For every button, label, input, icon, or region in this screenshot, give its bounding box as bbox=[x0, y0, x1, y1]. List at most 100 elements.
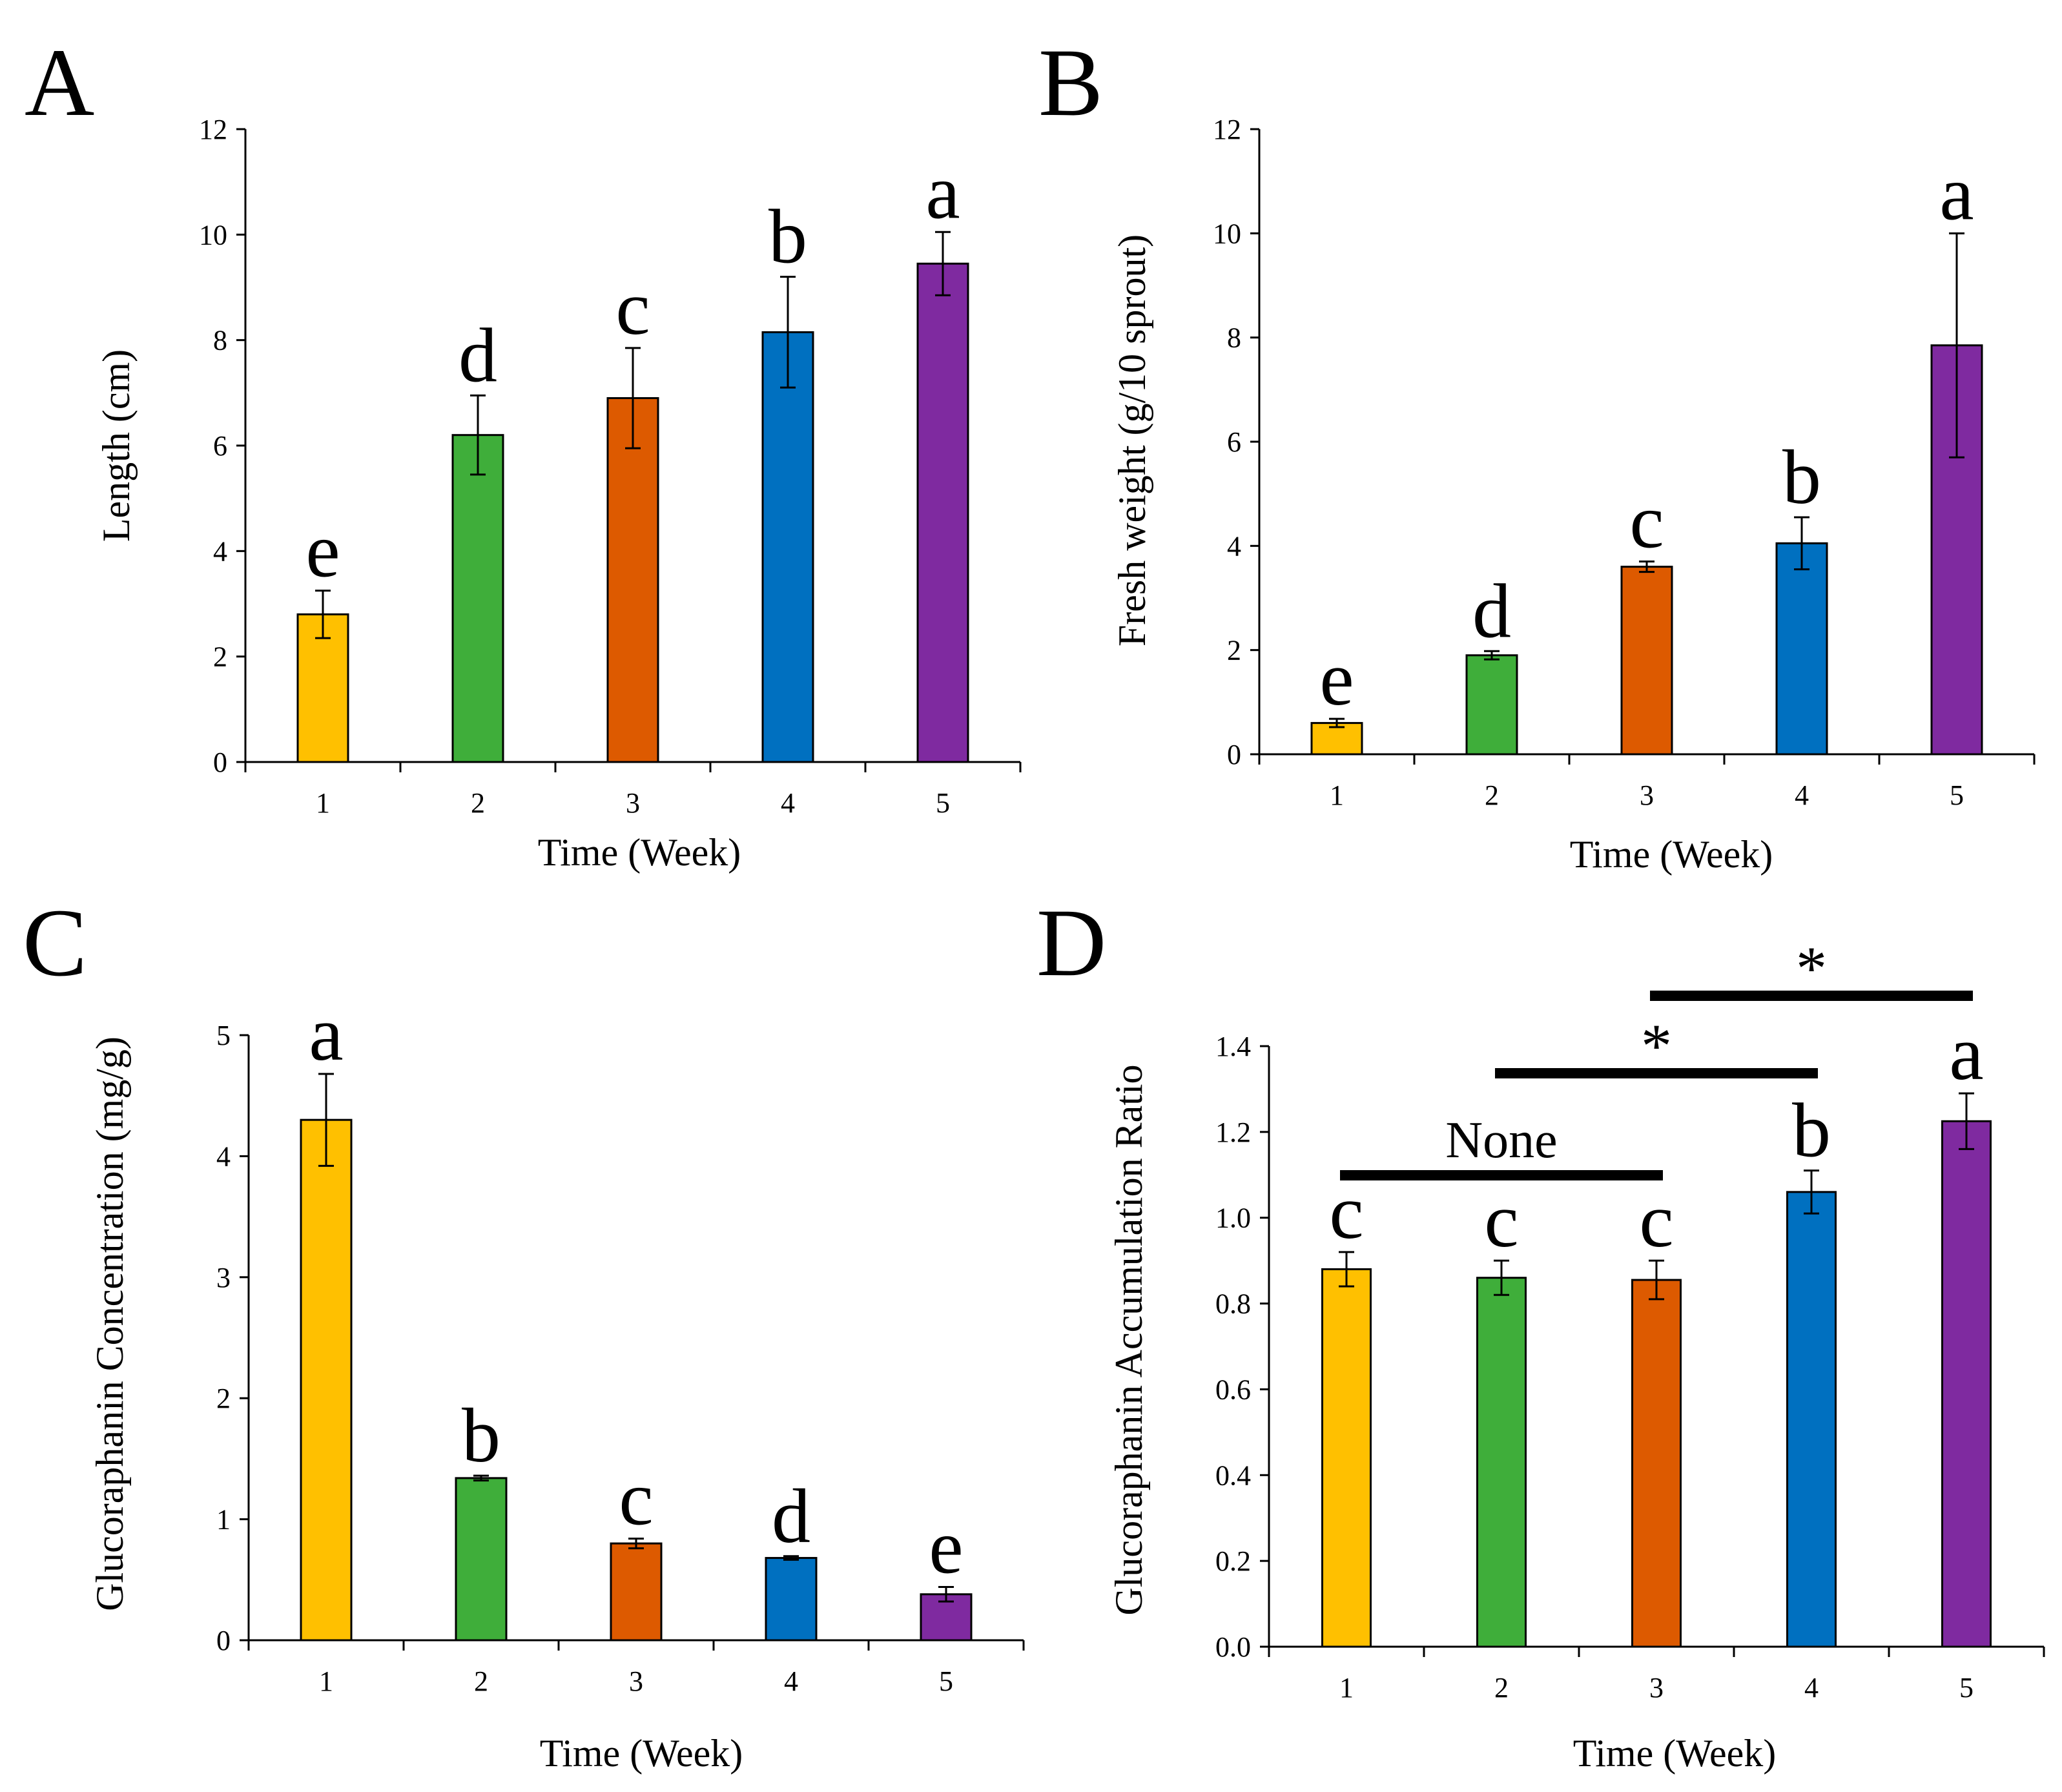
y-tick-label: 12 bbox=[1213, 114, 1241, 145]
y-tick-label: 4 bbox=[1227, 530, 1241, 562]
y-tick-label: 1.0 bbox=[1215, 1202, 1251, 1234]
significance-letter: a bbox=[925, 149, 960, 234]
plot-area: 0 2 4 6 8 10 12 e 1 d 2 c 3 b 4 a 5 bbox=[199, 114, 1022, 819]
x-tick-label: 4 bbox=[1804, 1672, 1819, 1704]
y-tick-label: 1.2 bbox=[1215, 1117, 1251, 1148]
x-axis-title: Time (Week) bbox=[538, 831, 741, 874]
y-axis-title: Glucoraphanin Concentration (mg/g) bbox=[88, 1036, 131, 1611]
x-tick-label: 1 bbox=[1330, 779, 1344, 811]
y-tick-label: 1.4 bbox=[1215, 1031, 1251, 1062]
panel-a: A Length (cm) Time (Week) 0 2 4 6 8 10 12 e 1 d 2 c… bbox=[25, 29, 1022, 874]
bar-week-1 bbox=[1310, 722, 1363, 756]
bar-week-2 bbox=[455, 1477, 508, 1642]
significance-letter: c bbox=[615, 265, 650, 351]
significance-letter: e bbox=[305, 508, 340, 593]
bar-week-1 bbox=[300, 1118, 353, 1642]
bar-week-3 bbox=[610, 1542, 663, 1642]
y-tick-label: 12 bbox=[199, 114, 227, 145]
bar-week-2 bbox=[1476, 1277, 1527, 1648]
comparison-label: None bbox=[1445, 1112, 1557, 1169]
y-axis-title: Glucoraphanin Accumulation Ratio bbox=[1108, 1064, 1150, 1615]
y-axis-title: Length (cm) bbox=[95, 349, 138, 542]
significance-letter: e bbox=[1319, 635, 1354, 721]
bar-week-4 bbox=[1786, 1191, 1837, 1648]
x-tick-label: 1 bbox=[1339, 1672, 1354, 1704]
panel-letter-b: B bbox=[1038, 29, 1103, 136]
x-tick-label: 2 bbox=[474, 1665, 488, 1697]
bar-week-4 bbox=[1775, 542, 1828, 756]
bar-week-5 bbox=[916, 262, 969, 763]
x-tick-label: 1 bbox=[316, 787, 330, 819]
significance-letter: c bbox=[1484, 1177, 1518, 1263]
significance-letter: a bbox=[1949, 1010, 1983, 1096]
significance-letter: c bbox=[1639, 1177, 1673, 1263]
y-tick-label: 0.0 bbox=[1215, 1631, 1251, 1663]
panel-letter-d: D bbox=[1036, 889, 1106, 996]
significance-letter: c bbox=[1329, 1169, 1363, 1255]
significance-letter: d bbox=[459, 312, 497, 398]
bar-week-3 bbox=[1631, 1279, 1682, 1648]
significance-letter: b bbox=[462, 1392, 500, 1478]
bar-week-1 bbox=[1321, 1268, 1372, 1648]
comparison-label: * bbox=[1641, 1011, 1672, 1080]
x-axis-title: Time (Week) bbox=[1570, 833, 1773, 876]
x-tick-label: 4 bbox=[781, 787, 795, 819]
significance-letter: d bbox=[772, 1473, 810, 1559]
x-axis-title: Time (Week) bbox=[1573, 1732, 1777, 1775]
x-tick-label: 2 bbox=[471, 787, 485, 819]
y-tick-label: 10 bbox=[1213, 218, 1241, 249]
y-tick-label: 6 bbox=[1227, 426, 1241, 458]
significance-letter: a bbox=[309, 991, 343, 1076]
significance-letter: a bbox=[1939, 150, 1974, 236]
y-tick-label: 2 bbox=[216, 1383, 231, 1414]
y-tick-label: 1 bbox=[216, 1504, 231, 1536]
significance-letter: b bbox=[1782, 434, 1821, 520]
x-tick-label: 1 bbox=[319, 1665, 333, 1697]
significance-letter: b bbox=[1792, 1087, 1831, 1173]
x-axis-title: Time (Week) bbox=[540, 1732, 743, 1775]
plot-area: 0.0 0.2 0.4 0.6 0.8 1.0 1.2 1.4 c 1 c 2 c 3 b 4 a 5 None * * bbox=[1215, 934, 2045, 1704]
x-tick-label: 4 bbox=[1795, 779, 1809, 811]
x-tick-label: 3 bbox=[1640, 779, 1654, 811]
significance-letter: e bbox=[929, 1504, 963, 1590]
panel-c: C Glucoraphanin Concentration (mg/g) Tim… bbox=[23, 889, 1025, 1775]
comparison-label: * bbox=[1796, 934, 1827, 1003]
significance-letter: d bbox=[1472, 568, 1511, 654]
significance-letter: b bbox=[768, 194, 807, 280]
x-tick-label: 2 bbox=[1494, 1672, 1509, 1704]
x-tick-label: 5 bbox=[936, 787, 950, 819]
y-tick-label: 0.4 bbox=[1215, 1459, 1251, 1491]
y-tick-label: 10 bbox=[199, 219, 227, 251]
bar-week-2 bbox=[451, 434, 504, 763]
x-tick-label: 3 bbox=[629, 1665, 643, 1697]
y-tick-label: 6 bbox=[213, 430, 227, 462]
y-tick-label: 8 bbox=[213, 325, 227, 356]
y-tick-label: 8 bbox=[1227, 322, 1241, 354]
y-tick-label: 2 bbox=[1227, 635, 1241, 666]
significance-letter: c bbox=[619, 1456, 653, 1541]
y-tick-label: 3 bbox=[216, 1262, 231, 1293]
y-tick-label: 5 bbox=[216, 1020, 231, 1051]
bar-week-3 bbox=[606, 397, 659, 763]
x-tick-label: 2 bbox=[1485, 779, 1499, 811]
y-tick-label: 0.8 bbox=[1215, 1288, 1251, 1320]
x-tick-label: 4 bbox=[784, 1665, 798, 1697]
plot-area: 0 2 4 6 8 10 12 e 1 d 2 c 3 b 4 a 5 bbox=[1213, 114, 2036, 811]
y-tick-label: 0.2 bbox=[1215, 1545, 1251, 1577]
panel-d: D Glucoraphanin Accumulation Ratio Time … bbox=[1036, 889, 2045, 1775]
x-tick-label: 3 bbox=[1649, 1672, 1664, 1704]
y-tick-label: 4 bbox=[216, 1140, 231, 1172]
panel-letter-c: C bbox=[23, 889, 87, 996]
bar-week-5 bbox=[1941, 1120, 1992, 1648]
y-tick-label: 4 bbox=[213, 535, 227, 567]
x-tick-label: 5 bbox=[1959, 1672, 1974, 1704]
panel-b: B Fresh weight (g/10 sprout) Time (Week)… bbox=[1038, 29, 2036, 876]
y-tick-label: 2 bbox=[213, 641, 227, 673]
significance-letter: c bbox=[1629, 479, 1664, 564]
y-axis-title: Fresh weight (g/10 sprout) bbox=[1111, 234, 1153, 646]
x-tick-label: 3 bbox=[626, 787, 640, 819]
y-tick-label: 0 bbox=[1227, 739, 1241, 770]
plot-area: 0 1 2 3 4 5 a 1 b 2 c 3 d 4 e 5 bbox=[216, 991, 1025, 1697]
panel-letter-a: A bbox=[25, 29, 94, 136]
